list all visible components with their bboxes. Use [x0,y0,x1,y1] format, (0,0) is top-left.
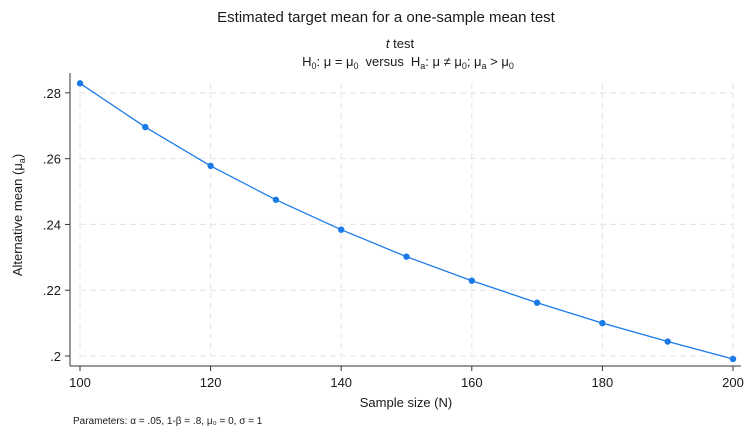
hyp-ha: H [411,54,420,69]
x-tick-label: 100 [69,375,91,390]
data-point [76,80,84,87]
series-layer [76,80,737,363]
chart-subtitle: t test [386,36,415,51]
y-tick-label: .2 [50,349,61,364]
data-point [468,277,475,284]
chart-title: Estimated target mean for a one-sample m… [217,9,556,26]
hyp-second-mu0-sub: 0 [509,61,514,71]
y-tick-label: .26 [43,152,61,167]
y-axis-title-sub: a [17,158,27,163]
data-point [533,299,541,306]
hyp-versus: versus [366,54,405,69]
data-point [142,123,149,131]
x-tick-label: 200 [722,375,744,390]
hyp-second-lead: ; μ [467,54,482,69]
axis-layer: .2 .22 .24 .26 .28 100 120 140 160 180 200 [43,73,744,390]
data-point [272,196,280,203]
data-point [729,355,737,363]
x-tick-label: 120 [200,375,222,390]
hyp-alt-mu0-sub: 0 [462,61,467,71]
x-tick-label: 140 [330,375,352,390]
data-point [338,226,345,233]
x-tick-label: 160 [461,375,483,390]
data-point [207,162,214,170]
y-axis-title: Alternative mean (μa) [10,154,27,276]
x-tick-label: 180 [592,375,614,390]
hyp-h0-sub: 0 [311,61,316,71]
parameters-note: Parameters: α = .05, 1-β = .8, μ₀ = 0, σ… [73,416,263,427]
data-point [664,338,671,345]
x-axis-title: Sample size (N) [360,395,452,410]
data-point [599,319,606,327]
hyp-second-sub: a [482,61,487,71]
hyp-null-rest: : μ = μ [317,54,354,69]
hyp-alt-rest: : μ ≠ μ [425,54,462,69]
hyp-h0: H [302,54,311,69]
hyp-second-rest: > μ [487,54,509,69]
y-axis-title-main: Alternative mean (μ [10,163,25,276]
hyp-ha-sub: a [420,61,425,71]
y-tick-label: .24 [43,217,61,232]
data-point [403,253,410,260]
hyp-mu0-sub: 0 [354,61,359,71]
grid-layer [79,83,734,357]
y-tick-label: .28 [43,86,61,101]
chart-hypothesis: H0: μ = μ0 versus Ha: μ ≠ μ0; μa > μ0 [302,54,514,71]
subtitle-rest: test [390,36,415,51]
y-tick-label: .22 [43,283,61,298]
subtitle-italic: t [386,36,391,51]
y-axis-title-close: ) [10,154,25,158]
series-line [79,82,734,360]
